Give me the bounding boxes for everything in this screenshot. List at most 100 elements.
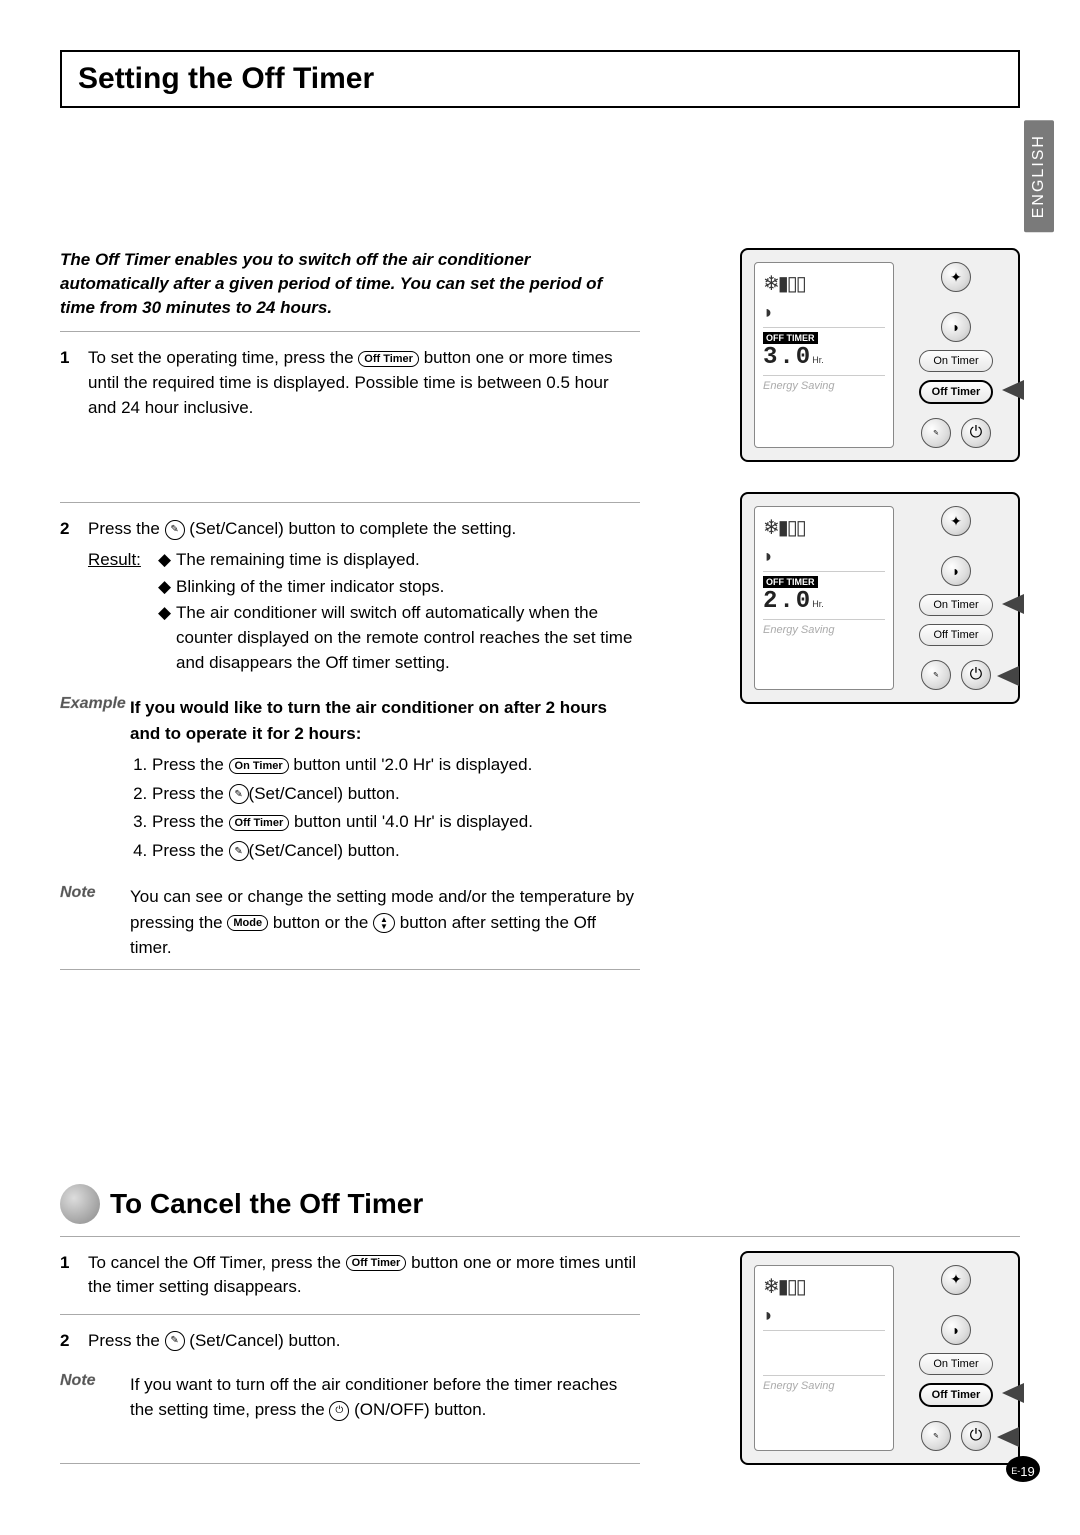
- power-button[interactable]: ⏻: [961, 418, 991, 448]
- example-line: Press the ✎(Set/Cancel) button.: [152, 781, 640, 807]
- lcd-energy-saving: Energy Saving: [763, 380, 835, 392]
- remote-fan-button[interactable]: ◗: [941, 556, 971, 586]
- fan-icon: ◗: [763, 1305, 885, 1326]
- section-2-heading: To Cancel the Off Timer: [60, 1184, 1020, 1224]
- pointer-icon: [1002, 1383, 1024, 1403]
- temp-arrows-icon: ▲▼: [373, 913, 395, 933]
- step-number: 2: [60, 1329, 88, 1354]
- signal-icon: ❄▮▯▯: [763, 515, 885, 540]
- remote-lcd: ❄▮▯▯ ◗ OFF TIMER 2.0Hr. Energy Saving: [754, 506, 894, 690]
- on-timer-button[interactable]: On Timer: [919, 1353, 993, 1375]
- off-timer-inline-button: Off Timer: [358, 351, 419, 367]
- diamond-bullet-icon: ◆: [158, 575, 176, 600]
- step-number: 2: [60, 517, 88, 677]
- s2-step2-pre: Press the: [88, 1331, 165, 1350]
- power-button[interactable]: ⏻: [961, 1421, 991, 1451]
- note1-mid: button or the: [273, 913, 373, 932]
- result-list: ◆The remaining time is displayed. ◆Blink…: [158, 548, 640, 677]
- remote-top-button[interactable]: ✦: [941, 506, 971, 536]
- pointer-icon: [1002, 594, 1024, 614]
- result-item: The remaining time is displayed.: [176, 548, 420, 573]
- separator: [60, 502, 640, 503]
- note-block: Note You can see or change the setting m…: [60, 884, 640, 961]
- set-cancel-button[interactable]: ✎: [921, 1421, 951, 1451]
- mode-inline-button: Mode: [227, 915, 268, 931]
- set-cancel-icon: ✎: [229, 841, 249, 861]
- fan-icon: ◗: [763, 302, 885, 323]
- off-timer-inline-button: Off Timer: [229, 815, 290, 831]
- lcd-energy-saving: Energy Saving: [763, 624, 835, 636]
- example-label: Example: [60, 695, 130, 866]
- set-cancel-icon: ✎: [229, 784, 249, 804]
- example-lead: If you would like to turn the air condit…: [130, 698, 607, 743]
- s2-step1-pre: To cancel the Off Timer, press the: [88, 1253, 346, 1272]
- lcd-digits: 3.0: [763, 344, 812, 371]
- off-timer-button[interactable]: Off Timer: [919, 624, 993, 646]
- remote-top-button[interactable]: ✦: [941, 262, 971, 292]
- step2-pre: Press the: [88, 519, 165, 538]
- lcd-energy-saving: Energy Saving: [763, 1380, 835, 1392]
- separator: [60, 969, 640, 970]
- set-cancel-button[interactable]: ✎: [921, 660, 951, 690]
- diamond-bullet-icon: ◆: [158, 548, 176, 573]
- step-1: 1 To set the operating time, press the O…: [60, 346, 640, 420]
- section-dot-icon: [60, 1184, 100, 1224]
- result-item: The air conditioner will switch off auto…: [176, 601, 640, 675]
- diamond-bullet-icon: ◆: [158, 601, 176, 675]
- section-2-title: To Cancel the Off Timer: [110, 1188, 423, 1220]
- lcd-off-timer-label: OFF TIMER: [763, 332, 818, 344]
- example-line: Press the On Timer button until '2.0 Hr'…: [152, 752, 640, 778]
- on-off-icon: ⏻: [329, 1401, 349, 1421]
- remote-fan-button[interactable]: ◗: [941, 312, 971, 342]
- separator: [60, 1236, 1020, 1237]
- example-block: Example If you would like to turn the ai…: [60, 695, 640, 866]
- s2-step-1: 1 To cancel the Off Timer, press the Off…: [60, 1251, 640, 1300]
- set-cancel-icon: ✎: [165, 520, 185, 540]
- language-tab: ENGLISH: [1024, 120, 1054, 232]
- note2-post: (ON/OFF) button.: [354, 1400, 486, 1419]
- s2-step-2: 2 Press the ✎ (Set/Cancel) button.: [60, 1329, 640, 1354]
- step-number: 1: [60, 1251, 88, 1300]
- off-timer-inline-button: Off Timer: [346, 1255, 407, 1271]
- step1-pre: To set the operating time, press the: [88, 348, 358, 367]
- note-block-2: Note If you want to turn off the air con…: [60, 1372, 640, 1423]
- power-button[interactable]: ⏻: [961, 660, 991, 690]
- remote-illustration: ❄▮▯▯ ◗ OFF TIMER 2.0Hr. Energy Saving ✦ …: [740, 492, 1020, 704]
- lcd-digits: 2.0: [763, 588, 812, 615]
- on-timer-button[interactable]: On Timer: [919, 350, 993, 372]
- signal-icon: ❄▮▯▯: [763, 1274, 885, 1299]
- intro-paragraph: The Off Timer enables you to switch off …: [60, 248, 640, 319]
- fan-icon: ◗: [763, 546, 885, 567]
- note-label: Note: [60, 884, 130, 961]
- signal-icon: ❄▮▯▯: [763, 271, 885, 296]
- pointer-icon: [1002, 380, 1024, 400]
- page-number: E-19: [1006, 1456, 1040, 1482]
- separator: [60, 331, 640, 332]
- remote-lcd: ❄▮▯▯ ◗ OFF TIMER 3.0Hr. Energy Saving: [754, 262, 894, 448]
- s2-step2-post: (Set/Cancel) button.: [189, 1331, 340, 1350]
- page-num-prefix: E-: [1011, 1466, 1020, 1476]
- page-num-value: 19: [1020, 1464, 1034, 1479]
- step2-post: (Set/Cancel) button to complete the sett…: [189, 519, 516, 538]
- remote-lcd: ❄▮▯▯ ◗ Energy Saving: [754, 1265, 894, 1451]
- lcd-hr: Hr.: [812, 355, 824, 365]
- remote-illustration: ❄▮▯▯ ◗ Energy Saving ✦ ◗ On Timer Off Ti…: [740, 1251, 1020, 1465]
- remote-illustration: ❄▮▯▯ ◗ OFF TIMER 3.0Hr. Energy Saving ✦ …: [740, 248, 1020, 462]
- on-timer-button[interactable]: On Timer: [919, 594, 993, 616]
- example-line: Press the Off Timer button until '4.0 Hr…: [152, 809, 640, 835]
- separator: [60, 1463, 640, 1464]
- set-cancel-button[interactable]: ✎: [921, 418, 951, 448]
- set-cancel-icon: ✎: [165, 1331, 185, 1351]
- separator: [60, 1314, 640, 1315]
- pointer-icon: [997, 1427, 1019, 1447]
- on-timer-inline-button: On Timer: [229, 758, 289, 774]
- remote-fan-button[interactable]: ◗: [941, 1315, 971, 1345]
- step-2: 2 Press the ✎ (Set/Cancel) button to com…: [60, 517, 640, 677]
- off-timer-button[interactable]: Off Timer: [919, 1383, 993, 1407]
- off-timer-button[interactable]: Off Timer: [919, 380, 993, 404]
- result-label: Result:: [88, 548, 158, 677]
- lcd-hr: Hr.: [812, 599, 824, 609]
- remote-top-button[interactable]: ✦: [941, 1265, 971, 1295]
- result-item: Blinking of the timer indicator stops.: [176, 575, 444, 600]
- page-title: Setting the Off Timer: [78, 62, 1002, 96]
